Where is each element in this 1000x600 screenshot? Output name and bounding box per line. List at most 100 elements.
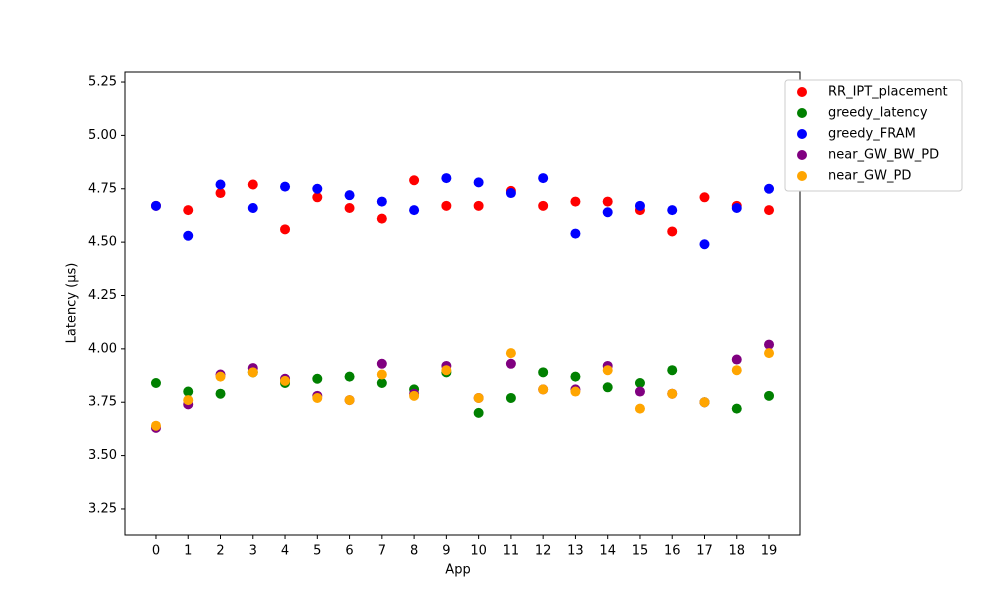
scatter-point xyxy=(280,375,291,386)
scatter-point xyxy=(312,183,323,194)
scatter-point xyxy=(538,173,549,184)
scatter-point xyxy=(602,207,613,218)
y-tick-label: 5.25 xyxy=(88,75,117,90)
legend-marker xyxy=(797,171,807,181)
y-tick-label: 4.00 xyxy=(88,341,117,356)
scatter-point xyxy=(280,181,291,192)
x-tick-label: 17 xyxy=(696,544,713,559)
scatter-point xyxy=(312,192,323,203)
x-tick-label: 1 xyxy=(184,544,192,559)
scatter-point xyxy=(634,403,645,414)
scatter-point xyxy=(280,224,291,235)
scatter-point xyxy=(215,188,226,199)
scatter-point xyxy=(764,205,775,216)
scatter-point xyxy=(570,386,581,397)
scatter-point xyxy=(667,205,678,216)
scatter-point xyxy=(344,371,355,382)
scatter-point xyxy=(473,200,484,211)
scatter-point xyxy=(215,179,226,190)
scatter-point xyxy=(183,386,194,397)
scatter-point xyxy=(505,348,516,359)
scatter-point xyxy=(699,397,710,408)
scatter-point xyxy=(247,179,258,190)
scatter-point xyxy=(247,367,258,378)
y-tick-label: 3.25 xyxy=(88,501,117,516)
scatter-point xyxy=(731,403,742,414)
scatter-point xyxy=(699,239,710,250)
scatter-point xyxy=(538,200,549,211)
scatter-point xyxy=(376,358,387,369)
legend-marker xyxy=(797,129,807,139)
scatter-point xyxy=(215,371,226,382)
x-tick-label: 10 xyxy=(470,544,487,559)
x-tick-label: 15 xyxy=(632,544,649,559)
scatter-point xyxy=(764,348,775,359)
scatter-point xyxy=(376,378,387,389)
scatter-point xyxy=(634,386,645,397)
scatter-point xyxy=(247,202,258,213)
scatter-point xyxy=(602,365,613,376)
legend-label: greedy_FRAM xyxy=(828,127,916,142)
scatter-point xyxy=(764,183,775,194)
scatter-point xyxy=(376,369,387,380)
x-tick-label: 16 xyxy=(664,544,681,559)
x-tick-label: 8 xyxy=(410,544,418,559)
scatter-point xyxy=(538,384,549,395)
scatter-point xyxy=(409,175,420,186)
scatter-point xyxy=(667,226,678,237)
x-tick-label: 5 xyxy=(313,544,321,559)
legend-label: near_GW_PD xyxy=(828,169,911,184)
scatter-point xyxy=(505,358,516,369)
scatter-point xyxy=(409,390,420,401)
scatter-point xyxy=(150,378,161,389)
scatter-point xyxy=(699,192,710,203)
y-tick-label: 3.50 xyxy=(88,448,117,463)
legend-marker xyxy=(797,150,807,160)
x-tick-label: 3 xyxy=(249,544,257,559)
scatter-point xyxy=(344,190,355,201)
legend-label: greedy_latency xyxy=(828,106,928,121)
y-tick-label: 4.25 xyxy=(88,288,117,303)
scatter-point xyxy=(441,173,452,184)
y-tick-label: 3.75 xyxy=(88,395,117,410)
x-tick-label: 14 xyxy=(599,544,616,559)
scatter-point xyxy=(473,392,484,403)
scatter-point xyxy=(183,205,194,216)
axes-frame xyxy=(124,71,801,536)
x-tick-label: 12 xyxy=(535,544,552,559)
x-tick-label: 11 xyxy=(503,544,520,559)
y-tick-label: 4.75 xyxy=(88,181,117,196)
scatter-point xyxy=(602,382,613,393)
scatter-point xyxy=(376,213,387,224)
scatter-point xyxy=(634,378,645,389)
y-tick-label: 4.50 xyxy=(88,235,117,250)
scatter-point xyxy=(538,367,549,378)
x-tick-label: 0 xyxy=(152,544,160,559)
scatter-point xyxy=(150,200,161,211)
scatter-point xyxy=(634,200,645,211)
scatter-point xyxy=(473,177,484,188)
scatter-point xyxy=(409,205,420,216)
scatter-point xyxy=(570,228,581,239)
scatter-point xyxy=(570,196,581,207)
scatter-point xyxy=(731,354,742,365)
scatter-point xyxy=(441,200,452,211)
legend-marker xyxy=(797,87,807,97)
legend-box xyxy=(784,79,963,192)
x-tick-label: 4 xyxy=(281,544,289,559)
scatter-point xyxy=(570,371,581,382)
scatter-point xyxy=(731,365,742,376)
scatter-point xyxy=(312,373,323,384)
scatter-point xyxy=(505,188,516,199)
scatter-point xyxy=(183,230,194,241)
x-tick-label: 13 xyxy=(567,544,584,559)
x-tick-label: 19 xyxy=(761,544,778,559)
scatter-point xyxy=(344,202,355,213)
x-tick-label: 9 xyxy=(442,544,450,559)
x-tick-label: 6 xyxy=(345,544,353,559)
scatter-point xyxy=(312,392,323,403)
scatter-point xyxy=(764,339,775,350)
x-tick-label: 18 xyxy=(728,544,745,559)
scatter-point xyxy=(344,395,355,406)
